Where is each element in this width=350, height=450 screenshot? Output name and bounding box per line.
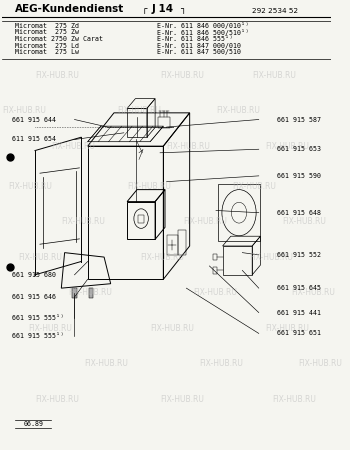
- Text: 661 915 646: 661 915 646: [12, 294, 56, 300]
- Text: 661 915 552: 661 915 552: [277, 252, 321, 258]
- Bar: [167, 235, 178, 255]
- Text: 661 915 680: 661 915 680: [12, 272, 56, 278]
- Text: FIX-HUB.RU: FIX-HUB.RU: [2, 106, 46, 115]
- Text: ┌: ┌: [142, 5, 147, 14]
- Text: FIX-HUB.RU: FIX-HUB.RU: [183, 217, 227, 226]
- Text: Micromat  275 Zd: Micromat 275 Zd: [15, 23, 79, 29]
- Text: Micromat  275 Lw: Micromat 275 Lw: [15, 50, 79, 55]
- Bar: [89, 288, 93, 298]
- Text: Micromat  275 Zw: Micromat 275 Zw: [15, 29, 79, 35]
- Bar: [72, 288, 77, 298]
- Text: E-Nr. 611 846 500/510¹⁾: E-Nr. 611 846 500/510¹⁾: [157, 28, 249, 36]
- Text: 611 915 654: 611 915 654: [12, 136, 56, 143]
- Text: 661 915 587: 661 915 587: [277, 117, 321, 122]
- Text: FIX-HUB.RU: FIX-HUB.RU: [160, 71, 204, 80]
- Text: FIX-HUB.RU: FIX-HUB.RU: [216, 106, 260, 115]
- Text: 661 915 648: 661 915 648: [277, 210, 321, 216]
- Text: FIX-HUB.RU: FIX-HUB.RU: [193, 288, 237, 297]
- Text: FIX-HUB.RU: FIX-HUB.RU: [199, 359, 243, 368]
- Text: 661 915 555¹⁾: 661 915 555¹⁾: [12, 315, 64, 321]
- Text: E-Nr. 611 847 000/010: E-Nr. 611 847 000/010: [157, 43, 241, 49]
- Text: FIX-HUB.RU: FIX-HUB.RU: [84, 359, 128, 368]
- Text: FIX-HUB.RU: FIX-HUB.RU: [68, 288, 112, 297]
- Text: FIX-HUB.RU: FIX-HUB.RU: [292, 288, 336, 297]
- Text: FIX-HUB.RU: FIX-HUB.RU: [282, 217, 326, 226]
- Text: ┐: ┐: [180, 5, 185, 14]
- Text: 661 915 555¹⁾: 661 915 555¹⁾: [12, 333, 64, 339]
- Bar: [159, 117, 170, 128]
- Text: FIX-HUB.RU: FIX-HUB.RU: [249, 252, 293, 261]
- Text: FIX-HUB.RU: FIX-HUB.RU: [272, 395, 316, 404]
- Text: J 14: J 14: [152, 4, 174, 14]
- Text: 292 2534 52: 292 2534 52: [252, 8, 298, 14]
- Text: FIX-HUB.RU: FIX-HUB.RU: [61, 217, 105, 226]
- Text: 661 915 644: 661 915 644: [12, 117, 56, 122]
- Text: FIX-HUB.RU: FIX-HUB.RU: [35, 395, 79, 404]
- Bar: [127, 108, 147, 137]
- Text: FIX-HUB.RU: FIX-HUB.RU: [51, 142, 95, 151]
- Text: AEG-Kundendienst: AEG-Kundendienst: [15, 4, 125, 14]
- Text: FIX-HUB.RU: FIX-HUB.RU: [160, 395, 204, 404]
- Text: FIX-HUB.RU: FIX-HUB.RU: [298, 359, 342, 368]
- Text: FIX-HUB.RU: FIX-HUB.RU: [265, 142, 309, 151]
- Text: FIX-HUB.RU: FIX-HUB.RU: [117, 106, 161, 115]
- Text: FIX-HUB.RU: FIX-HUB.RU: [140, 252, 184, 261]
- Bar: [127, 202, 155, 239]
- Text: 661 915 653: 661 915 653: [277, 146, 321, 152]
- Bar: [138, 215, 144, 223]
- Text: FIX-HUB.RU: FIX-HUB.RU: [127, 181, 171, 190]
- Text: Micromat 2750 Zw Carat: Micromat 2750 Zw Carat: [15, 36, 103, 42]
- Bar: [218, 184, 260, 241]
- Text: FIX-HUB.RU: FIX-HUB.RU: [265, 324, 309, 333]
- Bar: [178, 230, 186, 255]
- Bar: [223, 246, 252, 275]
- Text: 661 915 645: 661 915 645: [277, 285, 321, 291]
- Text: FIX-HUB.RU: FIX-HUB.RU: [35, 71, 79, 80]
- Text: 661 915 441: 661 915 441: [277, 310, 321, 315]
- Text: FIX-HUB.RU: FIX-HUB.RU: [167, 142, 210, 151]
- Text: E-Nr. 611 846 000/010¹⁾: E-Nr. 611 846 000/010¹⁾: [157, 22, 249, 29]
- Bar: [214, 267, 217, 274]
- Text: FIX-HUB.RU: FIX-HUB.RU: [9, 181, 52, 190]
- Text: 661 915 651: 661 915 651: [277, 330, 321, 337]
- Text: Micromat  275 Ld: Micromat 275 Ld: [15, 43, 79, 49]
- Bar: [214, 254, 217, 260]
- Text: 661 915 590: 661 915 590: [277, 173, 321, 179]
- Text: 06.89: 06.89: [23, 420, 43, 427]
- Text: FIX-HUB.RU: FIX-HUB.RU: [252, 71, 296, 80]
- Text: FIX-HUB.RU: FIX-HUB.RU: [28, 324, 72, 333]
- Text: FIX-HUB.RU: FIX-HUB.RU: [19, 252, 62, 261]
- Text: FIX-HUB.RU: FIX-HUB.RU: [232, 181, 276, 190]
- Text: E-Nr. 611 846 555¹⁾: E-Nr. 611 846 555¹⁾: [157, 36, 233, 42]
- Text: FIX-HUB.RU: FIX-HUB.RU: [150, 324, 194, 333]
- Text: E-Nr. 611 847 500/510: E-Nr. 611 847 500/510: [157, 50, 241, 55]
